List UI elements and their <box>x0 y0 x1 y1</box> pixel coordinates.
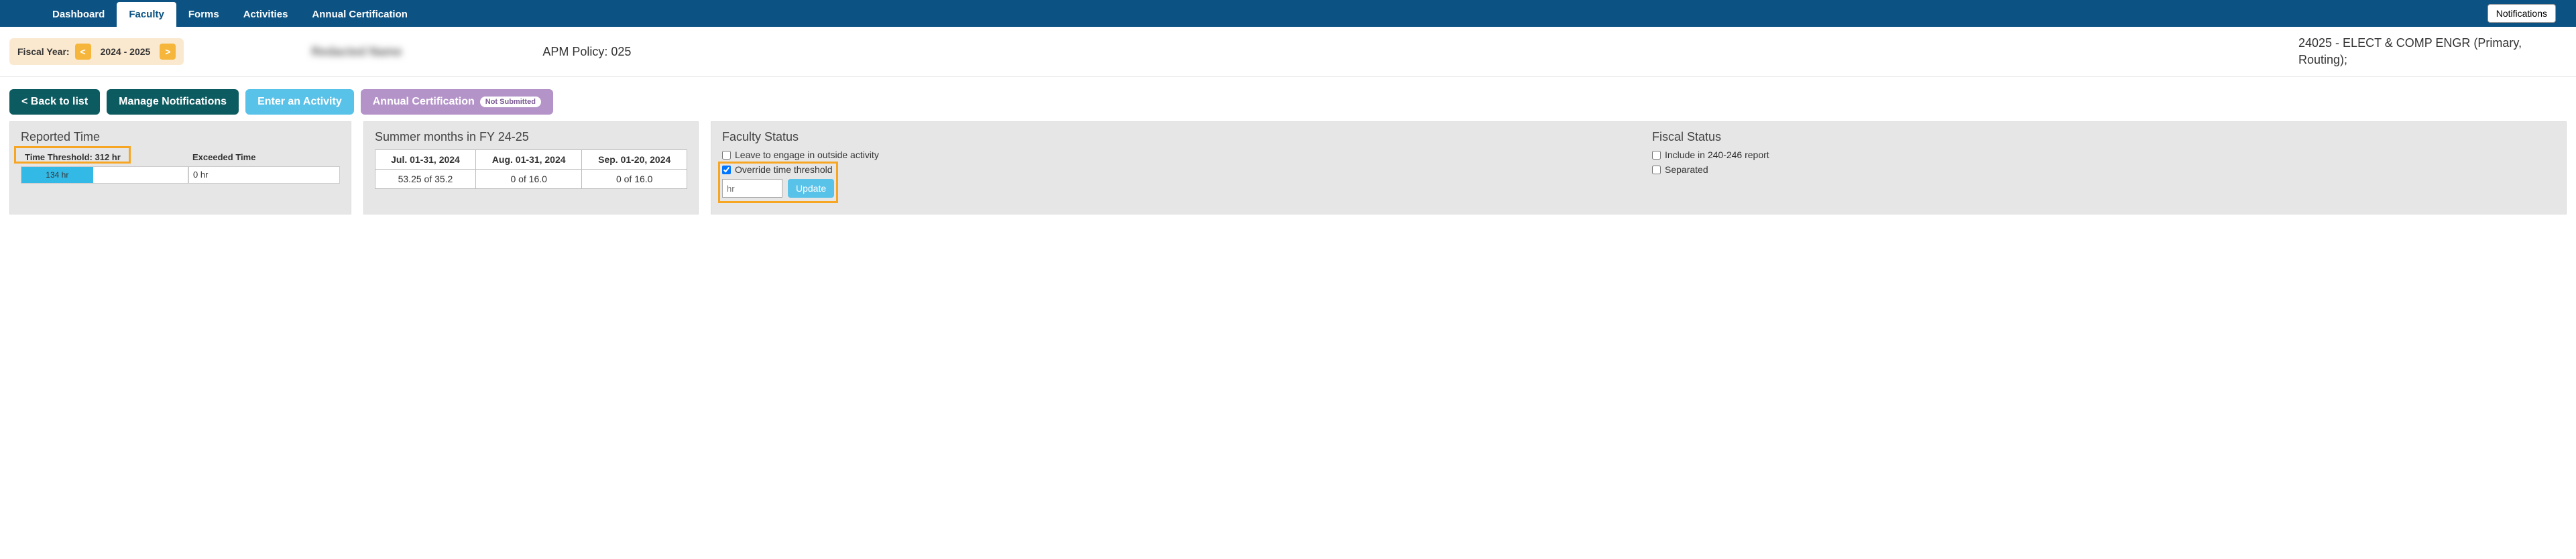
tab-faculty[interactable]: Faculty <box>117 2 176 27</box>
annual-certification-button[interactable]: Annual Certification Not Submitted <box>361 89 553 115</box>
fiscal-year-selector: Fiscal Year: < 2024 - 2025 > <box>9 38 184 65</box>
exceeded-time-value: 0 hr <box>188 166 340 184</box>
override-checkbox[interactable] <box>722 166 731 174</box>
back-to-list-button[interactable]: < Back to list <box>9 89 100 115</box>
fiscal-year-label: Fiscal Year: <box>17 46 70 57</box>
exceeded-time-label: Exceeded Time <box>188 149 340 165</box>
enter-activity-button[interactable]: Enter an Activity <box>245 89 354 115</box>
leave-checkbox-row[interactable]: Leave to engage in outside activity <box>722 149 1625 160</box>
separated-label: Separated <box>1665 164 1708 175</box>
update-button[interactable]: Update <box>788 179 834 198</box>
fiscal-year-prev-button[interactable]: < <box>75 44 91 60</box>
summer-months-panel: Summer months in FY 24-25 Jul. 01-31, 20… <box>363 121 699 214</box>
action-bar: < Back to list Manage Notifications Ente… <box>0 77 2576 121</box>
tab-activities[interactable]: Activities <box>231 2 300 27</box>
include-report-checkbox-row[interactable]: Include in 240-246 report <box>1652 149 2555 160</box>
fiscal-status-column: Fiscal Status Include in 240-246 report … <box>1652 130 2555 198</box>
leave-checkbox[interactable] <box>722 151 731 160</box>
manage-notifications-button[interactable]: Manage Notifications <box>107 89 239 115</box>
table-row: 53.25 of 35.2 0 of 16.0 0 of 16.0 <box>375 170 687 189</box>
top-navbar: Dashboard Faculty Forms Activities Annua… <box>0 0 2576 27</box>
reported-time-panel: Reported Time Time Threshold: 312 hr 134… <box>9 121 351 214</box>
not-submitted-badge: Not Submitted <box>480 97 541 107</box>
summer-header-2: Aug. 01-31, 2024 <box>475 150 581 170</box>
override-label: Override time threshold <box>735 164 833 175</box>
faculty-name-redacted: Redacted Name <box>311 45 402 59</box>
annual-certification-label: Annual Certification <box>373 96 475 108</box>
summer-header-1: Jul. 01-31, 2024 <box>375 150 476 170</box>
time-usage-fill: 134 hr <box>21 167 93 183</box>
include-report-label: Include in 240-246 report <box>1665 149 1769 160</box>
override-checkbox-row[interactable]: Override time threshold <box>722 164 834 175</box>
reported-time-title: Reported Time <box>21 130 340 144</box>
leave-label: Leave to engage in outside activity <box>735 149 879 160</box>
panels-row: Reported Time Time Threshold: 312 hr 134… <box>0 121 2576 228</box>
faculty-status-title: Faculty Status <box>722 130 1625 144</box>
summer-value-3: 0 of 16.0 <box>582 170 687 189</box>
time-threshold-label: Time Threshold: 312 hr <box>21 149 188 165</box>
nav-tabs: Dashboard Faculty Forms Activities Annua… <box>20 0 420 27</box>
tab-forms[interactable]: Forms <box>176 2 231 27</box>
separated-checkbox[interactable] <box>1652 166 1661 174</box>
override-input-row: Update <box>722 179 834 198</box>
fiscal-year-value: 2024 - 2025 <box>97 46 155 57</box>
summer-value-2: 0 of 16.0 <box>475 170 581 189</box>
include-report-checkbox[interactable] <box>1652 151 1661 160</box>
department-text: 24025 - ELECT & COMP ENGR (Primary, Rout… <box>2298 35 2567 68</box>
tab-annual-certification[interactable]: Annual Certification <box>300 2 420 27</box>
fiscal-status-title: Fiscal Status <box>1652 130 2555 144</box>
time-usage-bar: 134 hr <box>21 166 188 184</box>
summer-value-1: 53.25 of 35.2 <box>375 170 476 189</box>
summer-months-title: Summer months in FY 24-25 <box>375 130 687 144</box>
status-panel: Faculty Status Leave to engage in outsid… <box>711 121 2567 214</box>
summer-months-table: Jul. 01-31, 2024 Aug. 01-31, 2024 Sep. 0… <box>375 149 687 189</box>
notifications-wrap: Notifications <box>2487 4 2556 23</box>
table-row: Jul. 01-31, 2024 Aug. 01-31, 2024 Sep. 0… <box>375 150 687 170</box>
summer-header-3: Sep. 01-20, 2024 <box>582 150 687 170</box>
apm-policy-text: APM Policy: 025 <box>542 45 631 59</box>
separated-checkbox-row[interactable]: Separated <box>1652 164 2555 175</box>
override-hours-input[interactable] <box>722 179 782 198</box>
faculty-status-column: Faculty Status Leave to engage in outsid… <box>722 130 1625 198</box>
fiscal-year-next-button[interactable]: > <box>160 44 176 60</box>
notifications-button[interactable]: Notifications <box>2487 4 2556 23</box>
tab-dashboard[interactable]: Dashboard <box>40 2 117 27</box>
info-bar: Fiscal Year: < 2024 - 2025 > Redacted Na… <box>0 27 2576 77</box>
